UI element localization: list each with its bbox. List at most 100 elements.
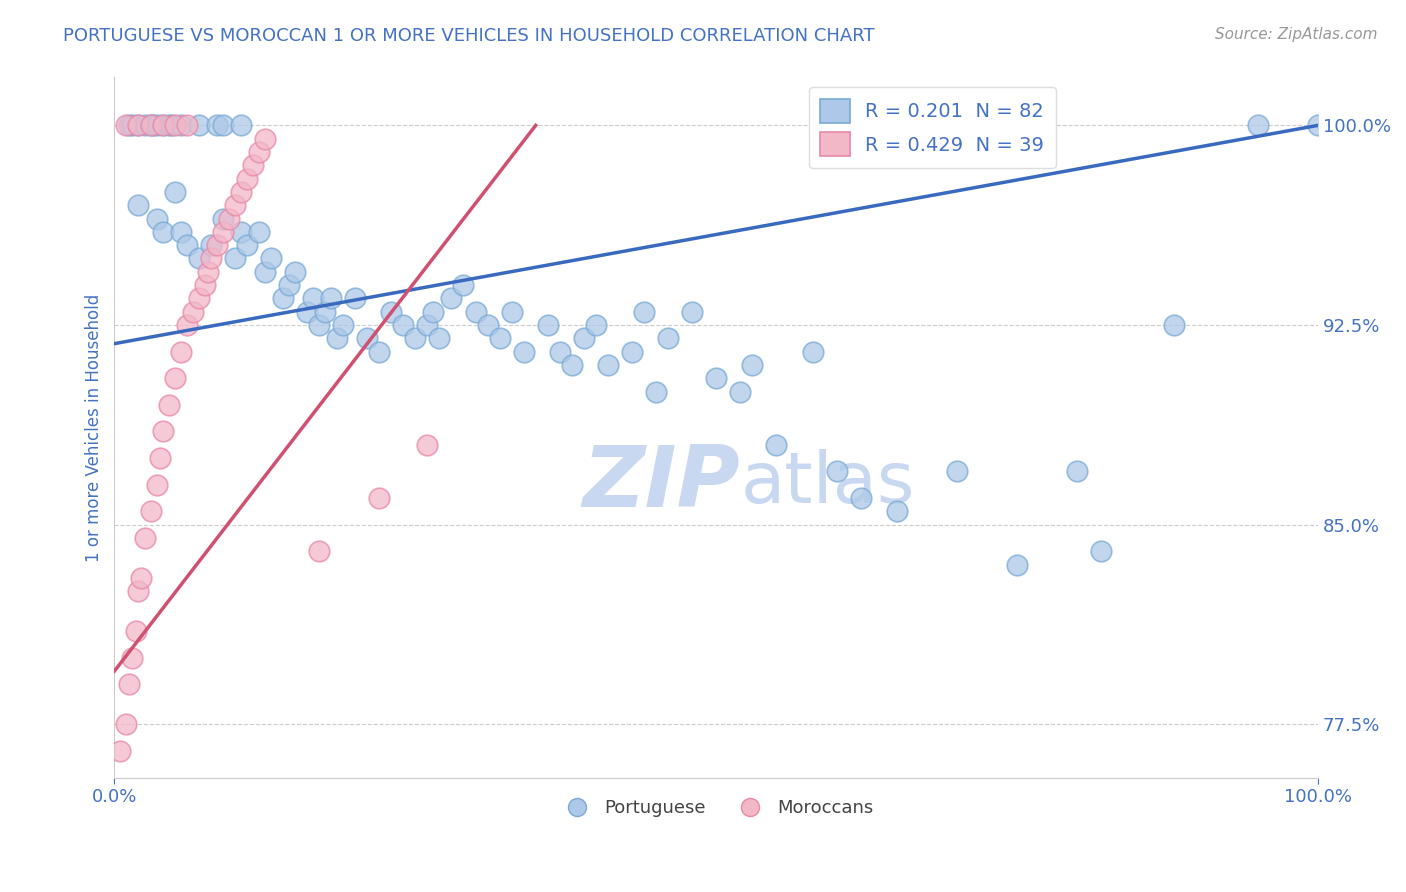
- Point: [139, 119, 162, 133]
- Point: [825, 465, 848, 479]
- Point: [157, 398, 180, 412]
- Point: [142, 119, 165, 133]
- Point: [236, 171, 259, 186]
- Point: [704, 371, 727, 385]
- Point: [440, 292, 463, 306]
- Point: [319, 292, 342, 306]
- Point: [392, 318, 415, 332]
- Point: [849, 491, 872, 505]
- Point: [247, 225, 270, 239]
- Point: [501, 304, 523, 318]
- Point: [125, 624, 148, 639]
- Point: [260, 252, 283, 266]
- Point: [194, 278, 217, 293]
- Point: [152, 119, 174, 133]
- Point: [187, 252, 209, 266]
- Point: [127, 198, 149, 212]
- Point: [145, 119, 167, 133]
- Point: [253, 265, 276, 279]
- Point: [139, 119, 162, 133]
- Y-axis label: 1 or more Vehicles in Household: 1 or more Vehicles in Household: [86, 293, 103, 562]
- Point: [211, 225, 233, 239]
- Point: [278, 278, 301, 293]
- Legend: Portuguese, Moroccans: Portuguese, Moroccans: [551, 792, 882, 824]
- Point: [127, 584, 149, 599]
- Point: [1247, 119, 1270, 133]
- Point: [253, 131, 276, 145]
- Point: [110, 744, 132, 758]
- Text: PORTUGUESE VS MOROCCAN 1 OR MORE VEHICLES IN HOUSEHOLD CORRELATION CHART: PORTUGUESE VS MOROCCAN 1 OR MORE VEHICLE…: [63, 27, 875, 45]
- Point: [224, 198, 246, 212]
- Point: [741, 358, 763, 372]
- Point: [176, 238, 198, 252]
- Point: [368, 491, 391, 505]
- Point: [247, 145, 270, 159]
- Point: [115, 717, 138, 731]
- Point: [765, 438, 787, 452]
- Point: [163, 371, 186, 385]
- Point: [404, 331, 426, 345]
- Point: [157, 119, 180, 133]
- Point: [176, 318, 198, 332]
- Point: [118, 119, 141, 133]
- Point: [1090, 544, 1112, 558]
- Point: [205, 238, 228, 252]
- Point: [224, 252, 246, 266]
- Point: [229, 185, 252, 199]
- Point: [242, 158, 264, 172]
- Point: [314, 304, 336, 318]
- Point: [169, 225, 191, 239]
- Point: [645, 384, 668, 399]
- Point: [572, 331, 595, 345]
- Point: [176, 119, 198, 133]
- Point: [380, 304, 402, 318]
- Point: [1163, 318, 1185, 332]
- Point: [205, 119, 228, 133]
- Point: [302, 292, 325, 306]
- Point: [344, 292, 367, 306]
- Point: [187, 292, 209, 306]
- Point: [801, 344, 824, 359]
- Point: [163, 185, 186, 199]
- Point: [163, 119, 186, 133]
- Point: [218, 211, 240, 226]
- Point: [169, 344, 191, 359]
- Text: ZIP: ZIP: [582, 442, 741, 525]
- Point: [1066, 465, 1088, 479]
- Point: [121, 119, 143, 133]
- Point: [548, 344, 571, 359]
- Point: [229, 225, 252, 239]
- Point: [633, 304, 655, 318]
- Point: [416, 438, 439, 452]
- Point: [464, 304, 486, 318]
- Point: [152, 225, 174, 239]
- Point: [118, 677, 141, 691]
- Point: [356, 331, 378, 345]
- Point: [160, 119, 183, 133]
- Point: [477, 318, 499, 332]
- Point: [657, 331, 679, 345]
- Point: [149, 451, 172, 466]
- Point: [453, 278, 475, 293]
- Point: [730, 384, 752, 399]
- Point: [200, 252, 222, 266]
- Point: [152, 119, 174, 133]
- Point: [308, 318, 330, 332]
- Point: [236, 238, 259, 252]
- Point: [121, 650, 143, 665]
- Point: [886, 504, 908, 518]
- Point: [429, 331, 451, 345]
- Point: [368, 344, 391, 359]
- Point: [211, 119, 233, 133]
- Point: [145, 211, 167, 226]
- Point: [115, 119, 138, 133]
- Text: Source: ZipAtlas.com: Source: ZipAtlas.com: [1215, 27, 1378, 42]
- Point: [187, 119, 209, 133]
- Point: [512, 344, 534, 359]
- Point: [197, 265, 219, 279]
- Point: [422, 304, 444, 318]
- Point: [946, 465, 969, 479]
- Point: [271, 292, 294, 306]
- Text: atlas: atlas: [741, 449, 915, 518]
- Point: [332, 318, 354, 332]
